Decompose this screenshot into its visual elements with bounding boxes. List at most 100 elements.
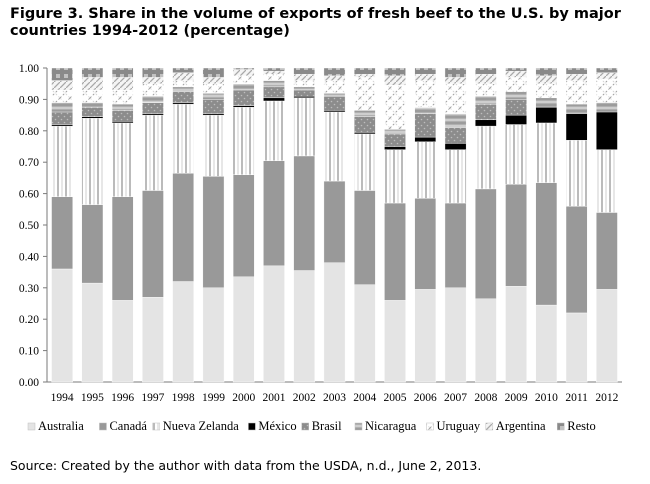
bar-nueva-zelanda-2001 [263,100,285,161]
bar-australia-2010 [535,304,558,383]
bar-nueva-zelanda-2010 [535,122,558,183]
bar-mexico-1994 [51,124,73,127]
bar-brasil-1994 [51,111,73,125]
bar-resto-2010 [535,67,558,77]
bar-mexico-1999 [202,113,225,116]
legend-label-australia: Australia [38,419,84,433]
bar-mexico-1998 [172,102,194,105]
bar-brasil-1995 [81,107,104,117]
bar-nueva-zelanda-2008 [475,125,497,190]
x-tick-label: 1999 [202,392,225,404]
bar-stack-2011 [565,67,588,383]
bar-argentina-2012 [596,72,618,80]
bar-resto-1995 [81,67,104,78]
bar-uruguay-1994 [51,89,73,103]
y-tick-label: 0.70 [19,157,39,169]
legend-label-uruguay: Uruguay [436,419,480,433]
bar-stack-2004 [353,67,376,383]
bar-australia-1997 [142,297,164,383]
y-tick-label: 0.10 [19,346,39,358]
bar-nicaragua-2007 [444,113,467,128]
bar-uruguay-1996 [111,89,134,105]
legend-label-nicaragua: Nicaragua [365,419,417,433]
bar-uruguay-2003 [323,80,346,94]
bar-nicaragua-1996 [111,103,134,111]
bar-nueva-zelanda-2009 [505,124,527,185]
bar-nueva-zelanda-1995 [81,118,104,205]
y-tick-label: 0.00 [19,377,39,389]
legend-swatch-australia [27,422,36,431]
bar-stack-1996 [111,67,134,383]
bar-canada-2007 [444,202,467,289]
bar-mexico-2007 [444,143,467,150]
figure-title: Figure 3. Share in the volume of exports… [10,6,621,39]
bar-mexico-2004 [353,132,376,135]
bar-argentina-2001 [263,70,285,75]
bar-canada-2011 [565,205,588,314]
bar-stack-2002 [293,67,316,383]
bar-nicaragua-2000 [232,83,255,91]
legend-swatch-brasil [301,422,309,431]
bar-brasil-2003 [323,96,346,111]
x-tick-label: 2003 [323,392,346,404]
bar-uruguay-2007 [444,83,467,114]
bar-canada-1995 [81,204,104,284]
bar-mexico-2002 [293,96,316,99]
bar-resto-2012 [596,67,618,73]
bar-australia-1996 [111,300,134,383]
bar-stack-1995 [81,67,104,383]
y-tick-label: 0.60 [19,189,39,201]
bar-canada-2003 [323,180,346,263]
bar-nueva-zelanda-2006 [414,141,437,199]
bar-canada-2012 [596,212,618,290]
bar-brasil-2004 [353,116,376,133]
bar-mexico-2003 [323,110,346,113]
bar-resto-2008 [475,67,497,75]
bar-canada-2002 [293,155,316,271]
bar-nicaragua-1997 [142,96,164,103]
bar-resto-2009 [505,67,527,72]
bar-argentina-2006 [414,74,437,81]
bar-nueva-zelanda-1997 [142,114,164,191]
legend-label-resto: Resto [567,419,595,433]
x-tick-label: 2001 [262,392,285,404]
bar-resto-1996 [111,67,134,78]
bar-australia-2006 [414,289,437,383]
bar-mexico-2008 [475,119,497,127]
x-tick-label: 2006 [414,392,437,404]
legend-swatch-canada [99,422,107,431]
bar-nicaragua-1994 [51,102,73,113]
bar-uruguay-2008 [475,83,497,97]
bar-mexico-2000 [232,105,255,108]
bar-australia-2009 [505,286,527,383]
bar-australia-2008 [475,298,497,383]
bar-argentina-2005 [384,75,406,86]
bar-canada-2008 [475,188,497,299]
bar-uruguay-2010 [535,83,558,99]
bar-argentina-1999 [202,77,225,84]
bar-uruguay-2004 [353,77,376,111]
bar-stack-1999 [202,67,225,383]
bar-nicaragua-2001 [263,80,285,88]
bar-mexico-2012 [596,111,618,150]
bar-resto-2003 [323,67,346,77]
bar-argentina-1998 [172,72,194,81]
bar-stack-2007 [444,67,467,383]
bar-argentina-2000 [232,69,255,77]
x-tick-label: 2008 [474,392,497,404]
bar-australia-2005 [384,300,406,383]
source-note: Source: Created by the author with data … [10,458,482,473]
bar-nueva-zelanda-2000 [232,107,255,175]
bar-nueva-zelanda-1996 [111,122,134,197]
bar-canada-1994 [51,196,73,270]
x-tick-label: 2005 [384,392,407,404]
bar-brasil-1996 [111,110,134,122]
bar-resto-2000 [232,67,255,70]
bar-uruguay-2002 [293,80,316,88]
bar-nicaragua-1995 [81,102,104,108]
bar-stack-1998 [172,67,194,383]
bar-argentina-1995 [81,77,104,91]
bar-canada-2006 [414,198,437,290]
bar-australia-2002 [293,270,316,383]
bar-brasil-2002 [293,89,316,97]
